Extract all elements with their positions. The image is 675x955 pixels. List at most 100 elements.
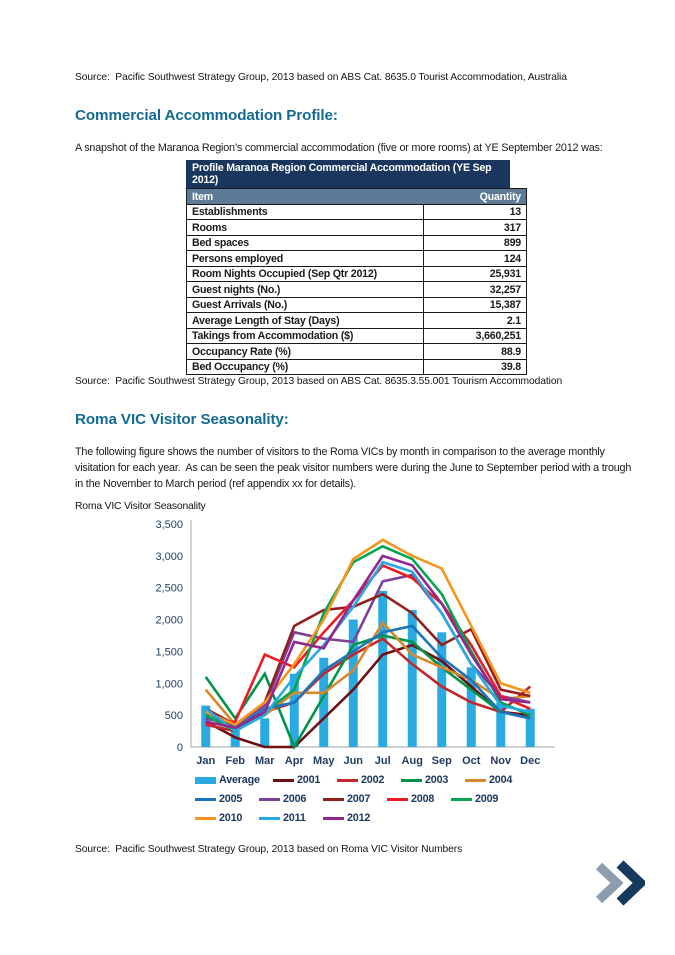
average-bar bbox=[201, 705, 211, 748]
legend-label: 2002 bbox=[361, 774, 385, 787]
line-2005 bbox=[205, 624, 531, 730]
table-cell-item: Bed spaces bbox=[192, 237, 249, 250]
table-cell-quantity: 124 bbox=[423, 251, 526, 266]
table-row: Occupancy Rate (%) 88.9 bbox=[187, 344, 526, 360]
y-tick-label: 3,000 bbox=[155, 551, 183, 563]
table-cell-quantity: 39.8 bbox=[423, 359, 526, 375]
average-bar bbox=[319, 658, 329, 748]
table-cell-quantity: 25,931 bbox=[423, 266, 526, 282]
legend-item-2004: 2004 bbox=[465, 774, 529, 786]
table-cell-item: Persons employed bbox=[192, 252, 284, 265]
chevron-right-icon-navy bbox=[616, 860, 645, 906]
legend-swatch bbox=[273, 778, 294, 782]
x-tick-label: Feb bbox=[225, 755, 245, 767]
table-row: Average Length of Stay (Days) 2.1 bbox=[187, 313, 526, 329]
table-row: Bed Occupancy (%) 39.8 bbox=[187, 359, 526, 375]
legend-label: 2003 bbox=[425, 774, 449, 787]
legend-label: 2008 bbox=[411, 793, 435, 806]
legend-item-2003: 2003 bbox=[401, 774, 465, 786]
table-cell-quantity: 32,257 bbox=[423, 282, 526, 297]
legend-swatch bbox=[451, 797, 472, 801]
legend-label: 2005 bbox=[219, 793, 243, 806]
table-cell-item: Bed Occupancy (%) bbox=[192, 361, 289, 374]
chart-title: Roma VIC Visitor Seasonality bbox=[75, 501, 206, 513]
legend-label: 2009 bbox=[475, 793, 499, 806]
legend-item-2010: 2010 bbox=[195, 812, 259, 824]
table-cell-item: Room Nights Occupied (Sep Qtr 2012) bbox=[192, 268, 377, 281]
average-bar bbox=[466, 667, 476, 748]
legend-swatch bbox=[323, 816, 344, 820]
table-row: Room Nights Occupied (Sep Qtr 2012) 25,93… bbox=[187, 266, 526, 283]
table-cell-item: Average Length of Stay (Days) bbox=[192, 314, 340, 327]
legend-item-average: Average bbox=[195, 774, 273, 786]
table-cell-item: Guest Arrivals (No.) bbox=[192, 299, 288, 312]
chevron-right-icon-gray bbox=[595, 862, 624, 904]
next-page-icon[interactable] bbox=[591, 858, 645, 908]
y-tick-label: 0 bbox=[177, 742, 183, 754]
y-tick-label: 2,000 bbox=[155, 615, 183, 627]
x-tick-label: Dec bbox=[520, 755, 540, 767]
table-body: Establishments 13 Rooms 317 Bed spaces 899 Per… bbox=[186, 203, 527, 376]
section-heading-commercial-accommodation: Commercial Accommodation Profile: bbox=[75, 107, 338, 124]
line-2010 bbox=[205, 538, 531, 727]
table-row: Rooms 317 bbox=[187, 220, 526, 236]
legend-label: Average bbox=[219, 774, 260, 787]
table-cell-quantity: 15,387 bbox=[423, 297, 526, 313]
table-cell-quantity: 2.1 bbox=[423, 313, 526, 328]
table-header-item: Item bbox=[192, 190, 213, 203]
average-bar bbox=[260, 718, 270, 748]
section-heading-visitor-seasonality: Roma VIC Visitor Seasonality: bbox=[75, 411, 289, 429]
average-bar bbox=[496, 702, 506, 748]
table-cell-quantity: 317 bbox=[423, 220, 526, 235]
x-tick-label: Mar bbox=[255, 755, 275, 767]
table-row: Persons employed 124 bbox=[187, 251, 526, 267]
legend-item-2012: 2012 bbox=[323, 812, 387, 824]
table-cell-item: Rooms bbox=[192, 221, 227, 234]
x-tick-label: Apr bbox=[285, 755, 305, 767]
table-title-row: Profile Maranoa Region Commercial Accomm… bbox=[186, 159, 527, 189]
legend-swatch bbox=[259, 816, 280, 820]
table-header-quantity: Quantity bbox=[479, 190, 522, 203]
legend-item-2005: 2005 bbox=[195, 793, 259, 805]
legend-swatch bbox=[259, 797, 280, 801]
x-tick-label: Jul bbox=[375, 755, 391, 767]
table-title-gap bbox=[510, 159, 527, 189]
table-cell-item: Guest nights (No.) bbox=[192, 283, 281, 296]
legend-item-2007: 2007 bbox=[323, 793, 387, 805]
y-tick-label: 3,500 bbox=[155, 519, 183, 531]
table-row: Takings from Accommodation ($) 3,660,251 bbox=[187, 328, 526, 345]
table-cell-item: Establishments bbox=[192, 206, 268, 219]
legend-swatch bbox=[195, 797, 216, 801]
legend-swatch bbox=[337, 778, 358, 782]
legend-item-2006: 2006 bbox=[259, 793, 323, 805]
x-tick-label: May bbox=[313, 755, 335, 767]
average-bar bbox=[407, 610, 417, 748]
average-bar bbox=[525, 709, 535, 748]
line-2012 bbox=[205, 554, 531, 730]
legend-swatch bbox=[387, 797, 408, 801]
page-content: Source: Pacific Southwest Strategy Group… bbox=[75, 72, 635, 856]
legend-swatch bbox=[195, 776, 216, 784]
table-title: Profile Maranoa Region Commercial Accomm… bbox=[186, 159, 510, 189]
chart-plot-area: 0 500 1,000 1,500 2,000 2,500 3,000 3,500 Jan Feb… bbox=[155, 519, 555, 767]
section1-paragraph: A snapshot of the Maranoa Region’s comme… bbox=[75, 142, 603, 154]
table-cell-item: Takings from Accommodation ($) bbox=[192, 330, 354, 343]
table-row: Bed spaces 899 bbox=[187, 235, 526, 252]
table-cell-quantity: 88.9 bbox=[423, 344, 526, 359]
line-2001 bbox=[205, 644, 531, 749]
table-cell-item: Occupancy Rate (%) bbox=[192, 345, 291, 358]
source-line-chart: Source: Pacific Southwest Strategy Group… bbox=[75, 844, 463, 856]
table-row: Establishments 13 bbox=[187, 204, 526, 221]
seasonality-chart: Roma VIC Visitor Seasonality 0 500 1,000 1,… bbox=[75, 501, 635, 831]
average-bar bbox=[289, 674, 299, 748]
legend-swatch bbox=[401, 778, 422, 782]
source-line-table: Source: Pacific Southwest Strategy Group… bbox=[75, 376, 563, 388]
x-tick-label: Nov bbox=[490, 755, 512, 767]
chart-legend: Average 2001 2002 2003 2004 2005 2006 2007 2008 2… bbox=[195, 774, 547, 831]
y-tick-label: 500 bbox=[165, 711, 183, 723]
legend-label: 2006 bbox=[283, 793, 307, 806]
average-bar bbox=[348, 619, 358, 748]
x-tick-label: Jan bbox=[196, 755, 215, 767]
table-cell-quantity: 13 bbox=[423, 204, 526, 220]
